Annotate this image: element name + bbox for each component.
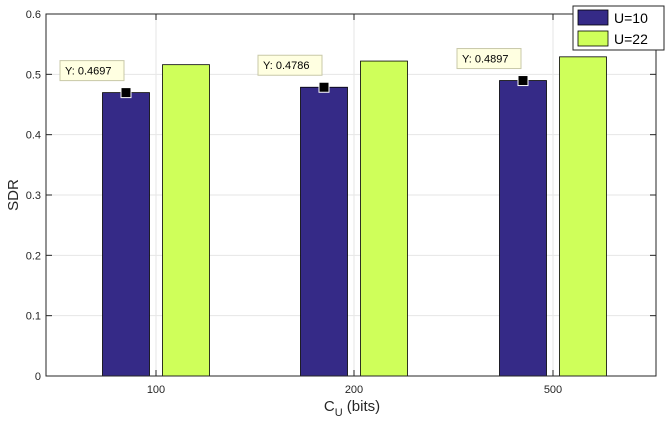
bar-u22-200[interactable]	[360, 60, 408, 377]
datatip-box	[456, 48, 522, 70]
y-tick-label: 0.6	[26, 9, 41, 21]
y-axis-label: SDR	[5, 179, 22, 211]
datatip-markers	[120, 75, 529, 99]
legend[interactable]: U=10 U=22	[572, 5, 665, 51]
datatip-marker[interactable]	[517, 75, 529, 87]
datatip-marker[interactable]	[120, 87, 132, 99]
y-tick-label: 0.4	[26, 130, 41, 142]
x-axis-ticks: 100 200 500	[147, 14, 562, 396]
y-tick-label: 0.1	[26, 311, 41, 323]
x-tick-label: 200	[345, 384, 363, 396]
datatips: Y: 0.4697 Y: 0.4786 Y: 0.4897	[59, 48, 522, 82]
datatip-label: Y: 0.4786	[263, 60, 310, 72]
legend-label-u10: U=10	[614, 10, 648, 26]
bar-u10-200[interactable]	[300, 86, 348, 377]
datatip-marker[interactable]	[318, 81, 330, 93]
x-axis-label: CU (bits)	[324, 398, 380, 419]
x-tick-label: 100	[147, 384, 165, 396]
y-tick-label: 0	[35, 371, 41, 383]
x-axis-label-subscript: U	[335, 407, 343, 419]
y-tick-label: 0.3	[26, 190, 41, 202]
x-axis-label-suffix: (bits)	[343, 398, 381, 415]
datatip-label: Y: 0.4697	[65, 66, 112, 78]
datatip-box	[59, 60, 125, 82]
bar-u10-100[interactable]	[102, 92, 150, 377]
y-axis-ticks: 0 0.1 0.2 0.3 0.4 0.5 0.6	[26, 9, 656, 383]
x-tick-label: 500	[544, 384, 562, 396]
bar-u22-100[interactable]	[162, 64, 210, 377]
datatip-label: Y: 0.4897	[462, 54, 509, 66]
x-axis-label-main: C	[324, 398, 335, 415]
legend-swatch-u22	[577, 30, 609, 47]
bar-u10-500[interactable]	[499, 80, 547, 377]
datatip-box	[257, 54, 323, 76]
legend-swatch-u10	[577, 9, 609, 26]
y-tick-label: 0.2	[26, 250, 41, 262]
y-tick-label: 0.5	[26, 69, 41, 81]
legend-label-u22: U=22	[614, 31, 648, 47]
bars	[102, 56, 607, 377]
bar-u22-500[interactable]	[559, 56, 607, 377]
